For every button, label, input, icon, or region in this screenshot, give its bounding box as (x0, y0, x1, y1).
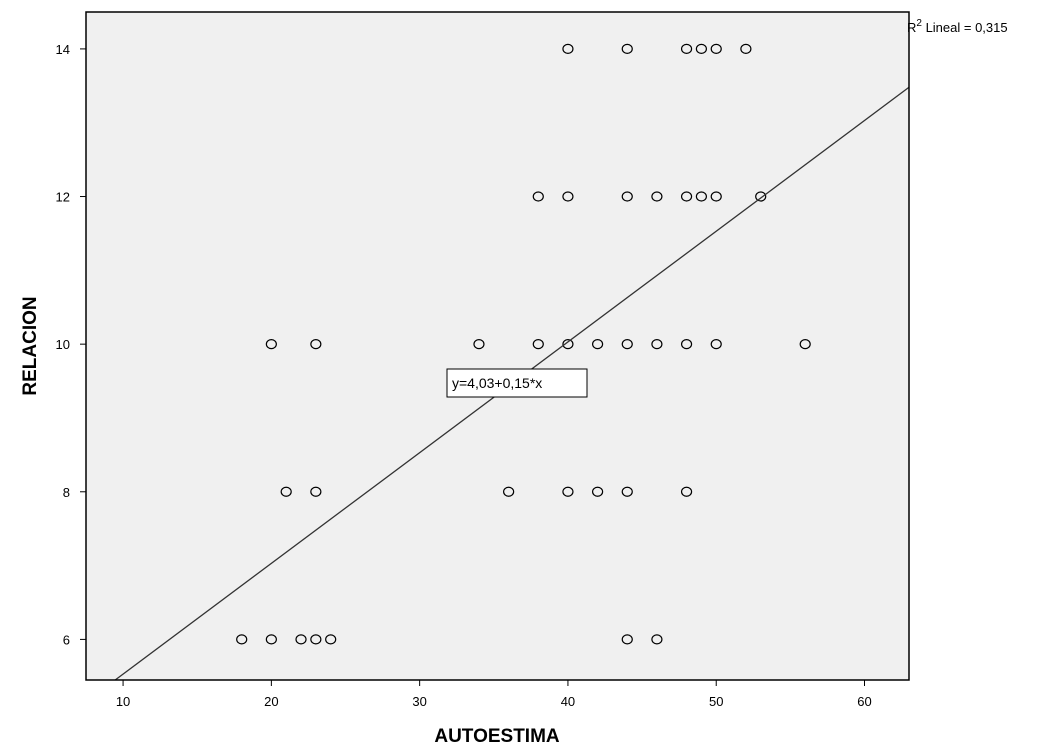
data-point (651, 339, 663, 350)
r-squared-superscript: 2 (916, 18, 922, 29)
r-squared-label: R2 Lineal = 0,315 (907, 18, 1008, 35)
y-tick-label: 8 (63, 485, 70, 500)
x-axis-ticks: 10 20 30 40 50 60 (116, 680, 872, 709)
data-point (695, 191, 707, 202)
data-point (295, 634, 307, 645)
data-point (591, 486, 604, 497)
y-tick-label: 14 (56, 42, 70, 57)
data-point (651, 634, 663, 645)
data-point (621, 339, 633, 350)
data-point (621, 191, 633, 202)
data-point (473, 339, 485, 350)
data-point (755, 191, 767, 202)
data-point (265, 339, 277, 350)
r-squared-suffix: Lineal = 0,315 (922, 20, 1008, 35)
data-point (680, 43, 693, 55)
data-point (310, 339, 322, 350)
x-tick-label: 40 (561, 694, 575, 709)
x-tick-label: 30 (412, 694, 426, 709)
data-point (621, 634, 633, 645)
data-point (310, 486, 322, 497)
y-axis-title: RELACION (20, 296, 41, 395)
data-point (562, 43, 574, 55)
equation-label-box: y=4,03+0,15*x (446, 368, 588, 398)
data-point (710, 339, 722, 350)
data-point (310, 634, 322, 645)
data-point (562, 486, 574, 497)
y-tick-label: 10 (56, 337, 70, 352)
data-point (680, 339, 693, 350)
data-point (621, 486, 633, 497)
x-axis-title: AUTOESTIMA (434, 726, 560, 747)
x-tick-label: 60 (857, 694, 871, 709)
data-point (265, 634, 277, 645)
data-point (651, 191, 663, 202)
data-point (562, 191, 574, 202)
data-point (695, 43, 707, 55)
data-point (740, 43, 752, 55)
data-points (236, 43, 811, 645)
data-point (532, 191, 544, 202)
data-point (562, 339, 574, 350)
data-point (680, 486, 693, 497)
data-point (621, 43, 633, 55)
y-axis-ticks: 6 8 10 12 14 (56, 42, 86, 647)
data-point (532, 339, 544, 350)
plot-frame (85, 11, 910, 681)
data-point (503, 486, 515, 497)
data-point (680, 191, 693, 202)
data-point (710, 191, 722, 202)
r-squared-prefix: R (907, 20, 916, 35)
y-tick-label: 12 (56, 190, 70, 205)
data-point (799, 339, 811, 350)
x-tick-label: 10 (116, 694, 130, 709)
plot-background (86, 12, 909, 680)
y-tick-label: 6 (63, 632, 70, 647)
x-tick-label: 50 (709, 694, 723, 709)
data-point (325, 634, 337, 645)
data-point (710, 43, 722, 55)
equation-label: y=4,03+0,15*x (452, 375, 542, 391)
x-tick-label: 20 (264, 694, 278, 709)
data-point (280, 486, 292, 497)
data-point (591, 339, 604, 350)
data-point (236, 634, 248, 645)
